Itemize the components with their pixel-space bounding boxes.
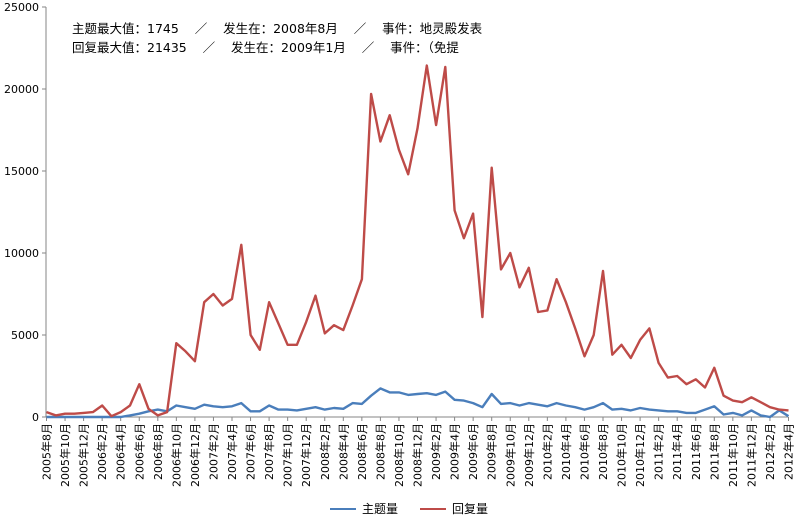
y-tick-label: 15000 [4, 165, 39, 178]
x-tick-label: 2005年12月 [77, 423, 91, 487]
x-tick-label: 2010年8月 [596, 423, 610, 480]
x-tick-label: 2009年2月 [429, 423, 443, 480]
x-tick-label: 2008年12月 [411, 423, 425, 487]
x-tick-label: 2011年12月 [744, 423, 758, 487]
x-tick-label: 2010年12月 [633, 423, 647, 487]
y-tick-label: 20000 [4, 83, 39, 96]
x-tick-label: 2009年10月 [503, 423, 517, 487]
x-tick-label: 2011年6月 [689, 423, 703, 480]
legend-swatch-replies [420, 507, 447, 510]
x-tick-label: 2006年6月 [132, 423, 146, 480]
x-tick-label: 2009年6月 [466, 423, 480, 480]
y-tick-label: 25000 [4, 1, 39, 14]
legend: 主题量 回复量 [330, 500, 488, 517]
x-tick-label: 2011年4月 [670, 423, 684, 480]
x-tick-label: 2011年10月 [726, 423, 740, 487]
x-tick-label: 2007年12月 [299, 423, 313, 487]
x-tick-label: 2011年8月 [707, 423, 721, 480]
x-tick-label: 2006年4月 [114, 423, 128, 480]
x-tick-label: 2010年2月 [540, 423, 554, 480]
x-tick-label: 2007年8月 [262, 423, 276, 480]
x-tick-label: 2008年8月 [373, 423, 387, 480]
series-replies-line [46, 64, 789, 418]
x-tick-label: 2009年12月 [522, 423, 536, 487]
x-tick-label: 2009年8月 [485, 423, 499, 480]
legend-swatch-topics [330, 507, 356, 510]
x-tick-label: 2012年2月 [763, 423, 777, 480]
x-axis: 2005年8月 2005年10月 2005年12月 2006年2月 2006年4月 200… [40, 416, 796, 487]
x-tick-label: 2006年12月 [188, 423, 202, 487]
y-tick-label: 10000 [4, 247, 39, 260]
x-tick-label: 2010年4月 [559, 423, 573, 480]
x-tick-label: 2007年6月 [244, 423, 258, 480]
legend-label-replies: 回复量 [452, 502, 489, 516]
x-tick-label: 2009年4月 [448, 423, 462, 480]
x-tick-label: 2010年10月 [615, 423, 629, 487]
x-tick-label: 2008年10月 [392, 423, 406, 487]
legend-label-topics: 主题量 [362, 502, 399, 516]
y-tick-label: 5000 [11, 329, 39, 342]
reply-max-annotation: 回复最大值：21435 ／ 发生在：2009年1月 ／ 事件：（免提 [72, 40, 459, 55]
x-tick-label: 2007年4月 [225, 423, 239, 480]
x-tick-label: 2012年4月 [782, 423, 796, 480]
x-tick-label: 2005年10月 [58, 423, 72, 487]
x-tick-label: 2008年2月 [318, 423, 332, 480]
series-layer [46, 64, 790, 419]
x-tick-label: 2008年4月 [336, 423, 350, 480]
x-tick-label: 2006年8月 [151, 423, 165, 480]
legend-item-topics: 主题量 [330, 500, 398, 517]
topic-max-annotation: 主题最大值：1745 ／ 发生在：2008年8月 ／ 事件：地灵殿发表 [72, 21, 483, 36]
x-tick-label: 2007年2月 [206, 423, 220, 480]
series-topics-line [46, 387, 790, 419]
x-tick-label: 2007年10月 [281, 423, 295, 487]
x-tick-label: 2006年10月 [169, 423, 183, 487]
x-tick-label: 2011年2月 [652, 423, 666, 480]
legend-item-replies: 回复量 [420, 500, 488, 517]
x-tick-label: 2010年6月 [577, 423, 591, 480]
x-tick-label: 2005年8月 [40, 423, 54, 480]
x-tick-label: 2006年2月 [95, 423, 109, 480]
x-tick-label: 2008年6月 [355, 423, 369, 480]
y-tick-label: 0 [32, 411, 39, 424]
y-axis: 0 5000 10000 15000 20000 25000 [4, 1, 47, 424]
